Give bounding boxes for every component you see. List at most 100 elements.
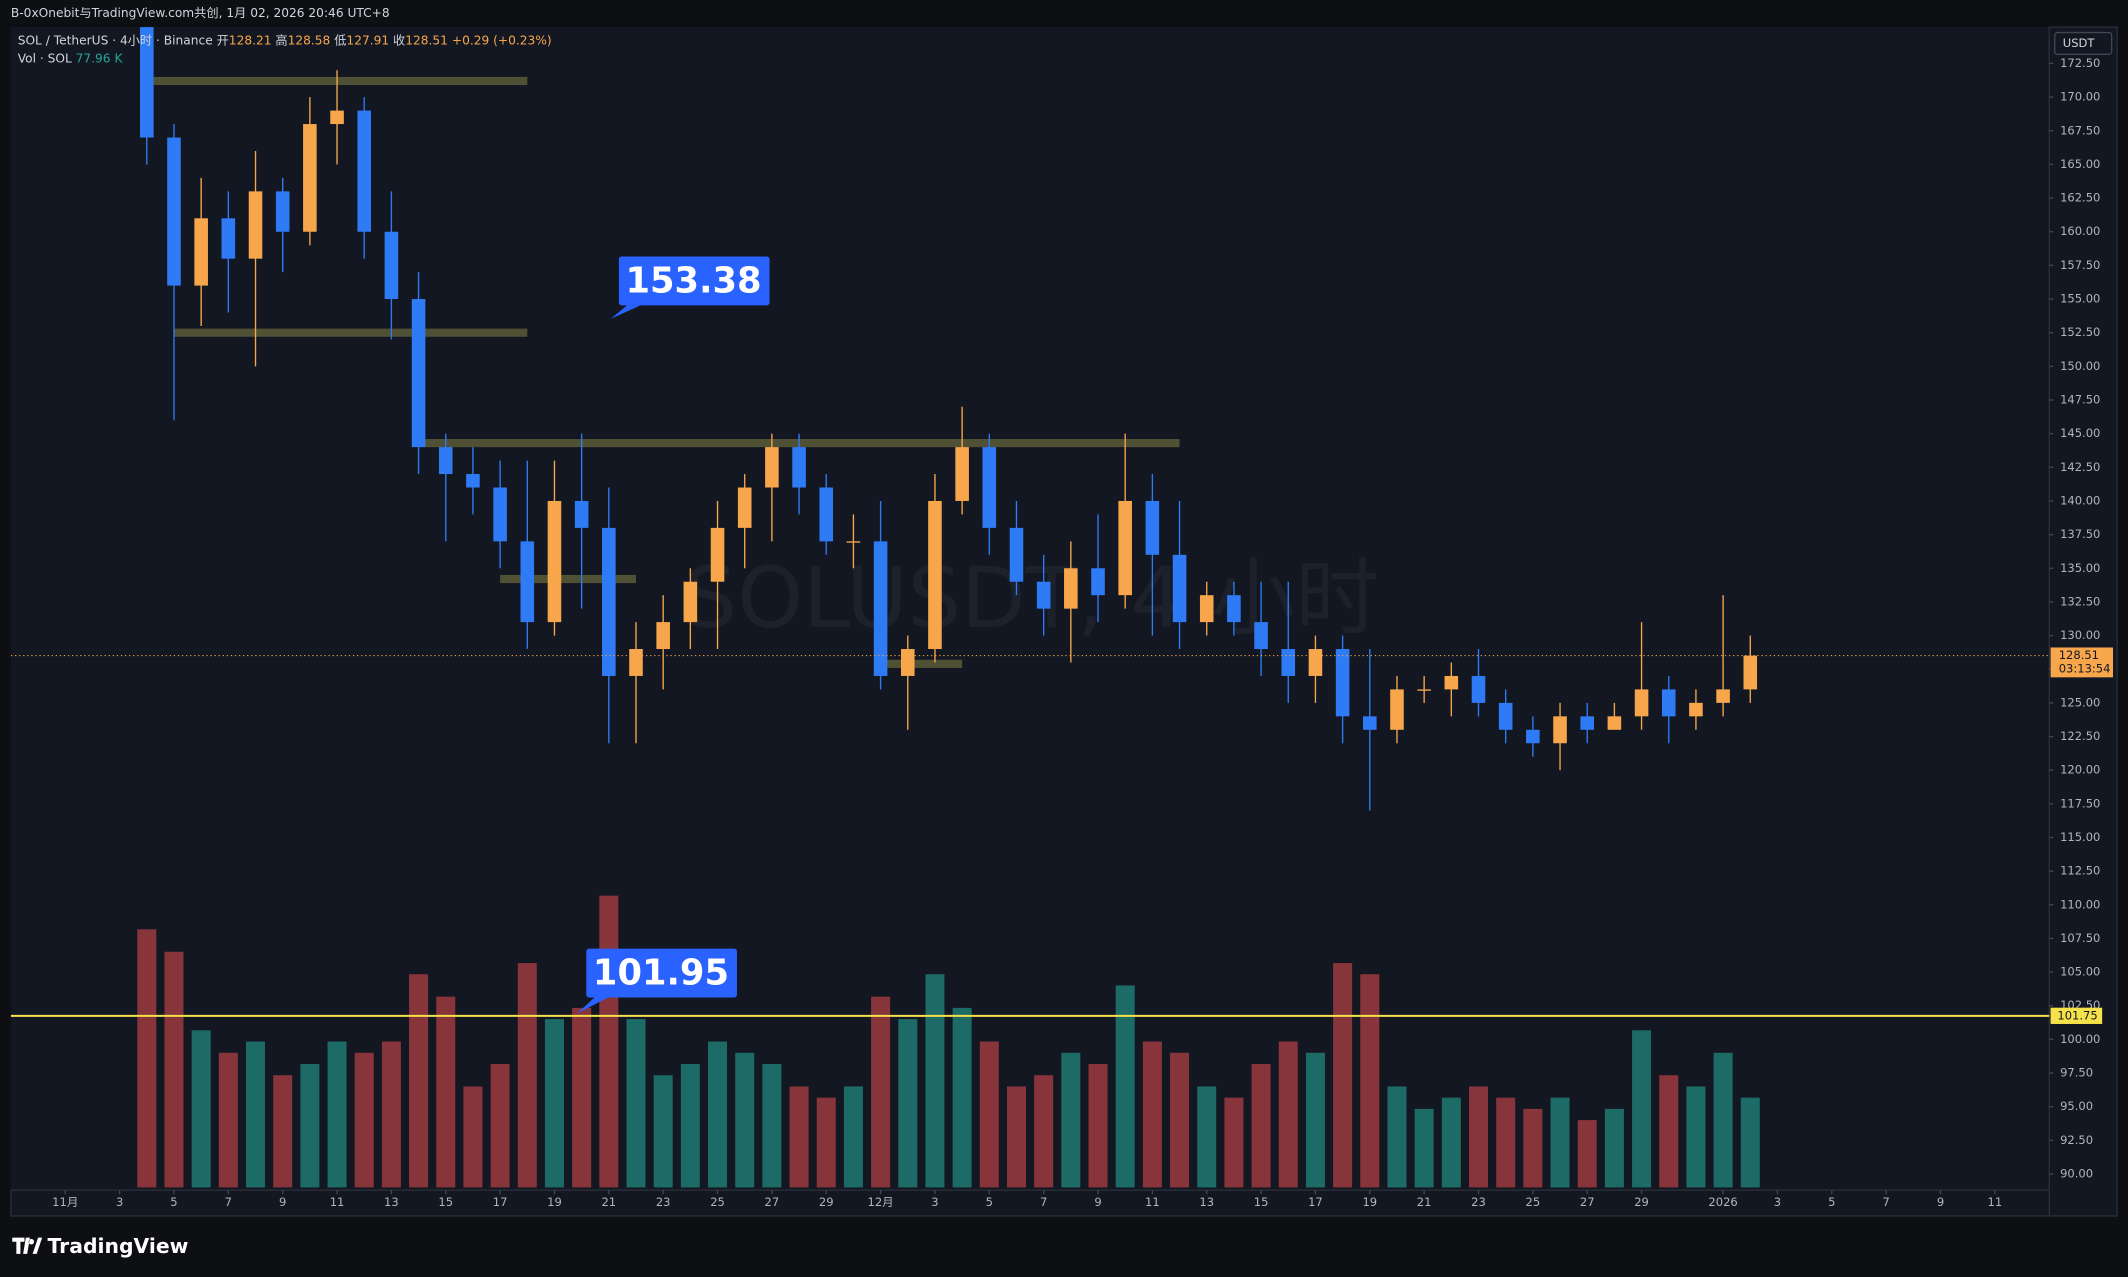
candle-body — [1064, 568, 1078, 609]
candle-body — [357, 110, 372, 232]
volume-bar — [1496, 1097, 1516, 1188]
y-tick-label: 110.00 — [2060, 897, 2100, 911]
legend-value: 128.58 — [288, 33, 331, 47]
candle-body — [520, 541, 535, 623]
volume-bar — [1305, 1052, 1325, 1188]
candle-body — [1580, 716, 1594, 730]
volume-bar — [789, 1086, 809, 1188]
x-tick-label: 27 — [765, 1195, 780, 1209]
x-tick-label: 2026 — [1708, 1195, 1737, 1209]
volume-bar — [1224, 1097, 1244, 1188]
brand: TradingView — [12, 1234, 189, 1258]
currency: USDT — [2063, 36, 2096, 50]
volume-bar — [1659, 1075, 1679, 1188]
x-tick-label: 23 — [656, 1195, 671, 1209]
x-tick-label: 9 — [1094, 1195, 1101, 1209]
candle-body — [982, 447, 997, 528]
candle-body — [330, 110, 344, 125]
volume-bar — [1550, 1097, 1570, 1188]
y-tick-label: 92.50 — [2060, 1133, 2093, 1147]
candle-body — [1254, 622, 1268, 650]
candle-body — [1607, 716, 1622, 730]
candle-body — [710, 527, 725, 582]
volume-bar — [164, 951, 184, 1188]
candle-body — [438, 447, 453, 475]
zone — [880, 659, 963, 668]
volume-bar — [1441, 1097, 1461, 1188]
volume-bar — [381, 1041, 401, 1188]
volume-bar — [1523, 1108, 1543, 1188]
candle-body — [1036, 581, 1051, 609]
candle-body — [792, 447, 806, 488]
candle-body — [1390, 689, 1404, 730]
volume-bar — [1061, 1052, 1081, 1188]
volume-bar — [680, 1063, 700, 1188]
volume-bar — [1387, 1086, 1407, 1188]
volume-bar — [1278, 1041, 1298, 1188]
legend-label: 低 — [334, 33, 346, 47]
volume-bar — [708, 1041, 728, 1188]
candle-body — [574, 500, 589, 528]
y-tick-label: 120.00 — [2060, 763, 2100, 777]
candle-body — [1172, 554, 1187, 623]
y-tick-label: 140.00 — [2060, 493, 2100, 507]
y-tick-label: 142.50 — [2060, 460, 2100, 474]
last-price-box — [2050, 647, 2114, 678]
x-tick-label: 11 — [1145, 1195, 1160, 1209]
x-tick-label: 13 — [384, 1195, 399, 1209]
volume-bar — [218, 1052, 238, 1188]
volume-bar — [1713, 1052, 1733, 1188]
volume-bar — [1577, 1120, 1597, 1188]
y-tick-label: 172.50 — [2060, 56, 2100, 70]
currency-box[interactable] — [2053, 31, 2113, 55]
candle-body — [1553, 716, 1567, 744]
legend-value: 127.91 — [346, 33, 389, 47]
legend-label: 开 — [217, 33, 229, 47]
volume-bar — [762, 1063, 782, 1188]
volume-bar — [1604, 1108, 1624, 1188]
candle-body — [955, 447, 969, 501]
x-tick-label: 15 — [1254, 1195, 1269, 1209]
x-tick-label: 13 — [1199, 1195, 1214, 1209]
brand-logo — [12, 1237, 43, 1254]
x-tick-label: 3 — [931, 1195, 938, 1209]
volume-bar — [925, 974, 945, 1188]
x-tick-label: 3 — [1774, 1195, 1781, 1209]
x-tick-label: 29 — [819, 1195, 834, 1209]
candle-body — [466, 474, 480, 488]
candle-body — [194, 218, 208, 286]
candle-body — [1526, 729, 1540, 744]
legend-change: +0.29 (+0.23%) — [452, 33, 552, 47]
countdown: 03:13:54 — [2059, 662, 2111, 676]
watermark: SOLUSDT, 4 小时 — [684, 549, 1379, 647]
y-tick-label: 167.50 — [2060, 123, 2100, 137]
candle-body — [1199, 595, 1214, 623]
volume-bar — [1142, 1041, 1162, 1188]
y-tick-label: 95.00 — [2060, 1099, 2093, 1113]
volume-bar — [1088, 1063, 1108, 1188]
x-tick-label: 11 — [1988, 1195, 2003, 1209]
y-tick-label: 152.50 — [2060, 325, 2100, 339]
y-tick-label: 130.00 — [2060, 628, 2100, 642]
y-tick-label: 150.00 — [2060, 359, 2100, 373]
candle-body — [140, 27, 154, 138]
x-tick-label: 3 — [116, 1195, 123, 1209]
callout-box — [618, 256, 770, 306]
plot — [137, 27, 1760, 1188]
volume-bar — [409, 974, 429, 1188]
volume-bar — [572, 1007, 592, 1188]
candle-body — [683, 581, 698, 623]
candle-body — [1281, 649, 1296, 676]
volume-bar — [1251, 1063, 1271, 1188]
volume-bar — [246, 1041, 266, 1188]
plot-area — [10, 27, 2050, 1191]
candle-body — [1227, 595, 1241, 623]
y-tick-label: 112.50 — [2060, 864, 2100, 878]
volume-bar — [1632, 1030, 1652, 1188]
candle-body — [873, 541, 888, 676]
candle-body — [1118, 500, 1132, 596]
x-tick-label: 29 — [1634, 1195, 1649, 1209]
volume-bar — [544, 1019, 564, 1188]
callout-pointer — [610, 305, 641, 319]
